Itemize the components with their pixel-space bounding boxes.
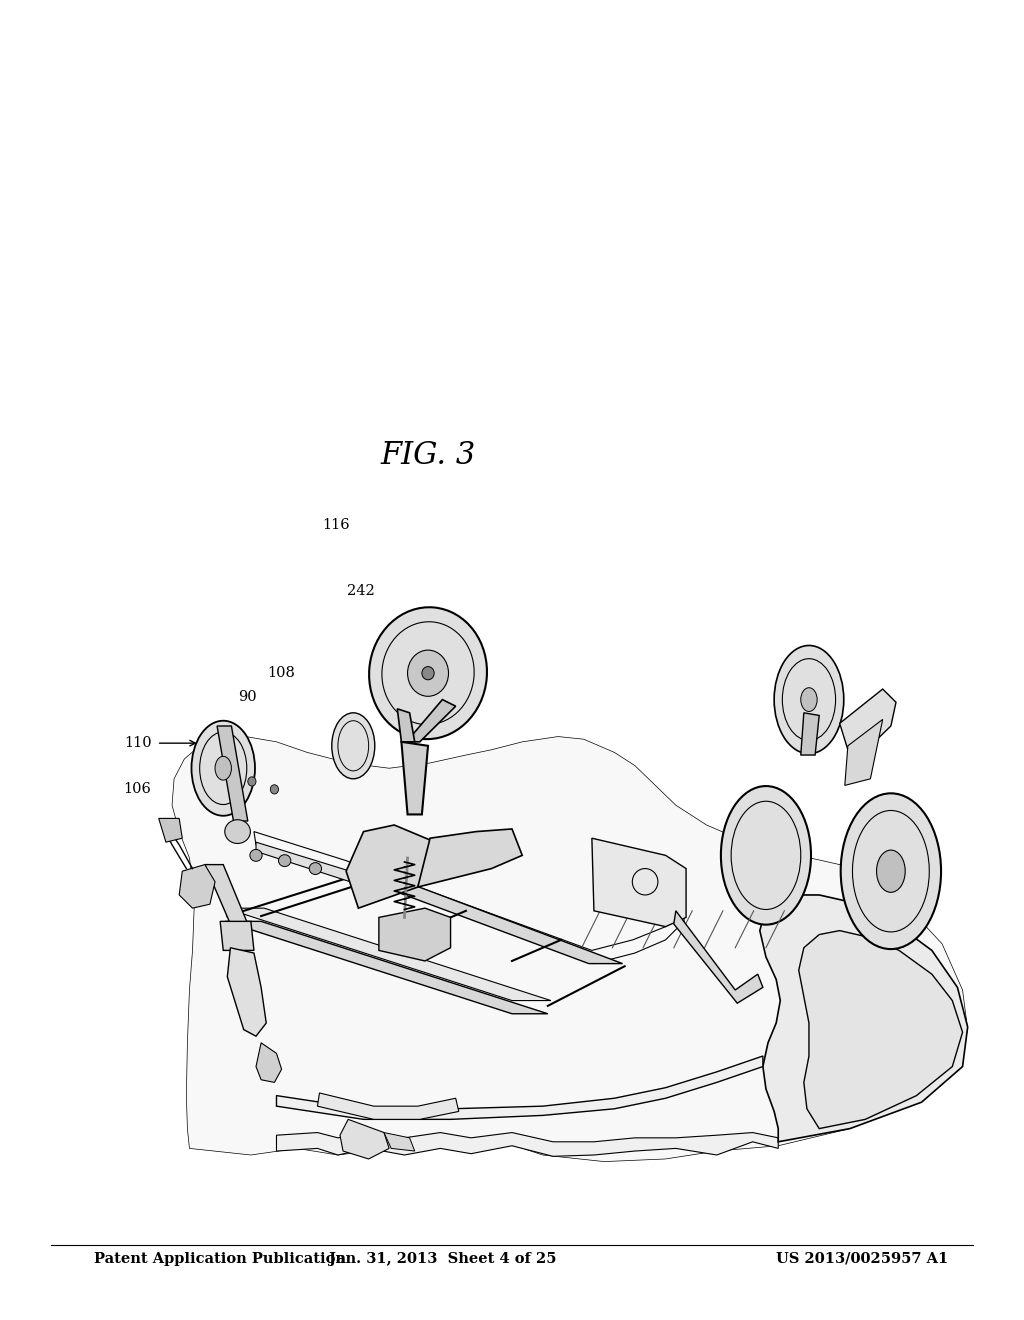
Polygon shape xyxy=(379,908,451,961)
Text: 242: 242 xyxy=(346,585,375,598)
Ellipse shape xyxy=(422,667,434,680)
Ellipse shape xyxy=(191,721,255,816)
Ellipse shape xyxy=(309,863,322,875)
Polygon shape xyxy=(256,1043,282,1082)
Polygon shape xyxy=(276,1056,763,1119)
Polygon shape xyxy=(384,1133,415,1151)
Polygon shape xyxy=(256,842,350,882)
Ellipse shape xyxy=(877,850,905,892)
Polygon shape xyxy=(407,700,456,742)
Polygon shape xyxy=(674,911,763,1003)
Polygon shape xyxy=(397,709,415,742)
Polygon shape xyxy=(220,921,254,950)
Polygon shape xyxy=(159,818,182,842)
Polygon shape xyxy=(760,895,968,1142)
Polygon shape xyxy=(179,865,215,908)
Polygon shape xyxy=(276,1133,778,1156)
Ellipse shape xyxy=(801,688,817,711)
Polygon shape xyxy=(227,948,266,1036)
Polygon shape xyxy=(348,874,623,964)
Polygon shape xyxy=(172,737,968,1162)
Polygon shape xyxy=(801,713,819,755)
Polygon shape xyxy=(217,726,248,821)
Ellipse shape xyxy=(841,793,941,949)
Ellipse shape xyxy=(721,785,811,925)
Polygon shape xyxy=(845,719,883,785)
Ellipse shape xyxy=(270,784,279,795)
Ellipse shape xyxy=(774,645,844,754)
Polygon shape xyxy=(401,742,428,814)
Ellipse shape xyxy=(369,607,487,739)
Polygon shape xyxy=(592,838,686,927)
Text: Patent Application Publication: Patent Application Publication xyxy=(94,1251,346,1266)
Ellipse shape xyxy=(225,820,251,843)
Polygon shape xyxy=(799,931,963,1129)
Text: 90: 90 xyxy=(239,690,257,704)
Ellipse shape xyxy=(215,756,231,780)
Text: 108: 108 xyxy=(267,667,296,680)
Polygon shape xyxy=(205,865,248,924)
Ellipse shape xyxy=(248,776,256,785)
Ellipse shape xyxy=(408,649,449,697)
Text: 110: 110 xyxy=(124,737,152,750)
Text: US 2013/0025957 A1: US 2013/0025957 A1 xyxy=(776,1251,948,1266)
Text: Jan. 31, 2013  Sheet 4 of 25: Jan. 31, 2013 Sheet 4 of 25 xyxy=(329,1251,556,1266)
Text: FIG. 3: FIG. 3 xyxy=(380,440,476,471)
Ellipse shape xyxy=(332,713,375,779)
Ellipse shape xyxy=(250,850,262,862)
Polygon shape xyxy=(840,689,896,750)
Polygon shape xyxy=(346,825,435,908)
Ellipse shape xyxy=(279,855,291,867)
Polygon shape xyxy=(418,829,522,887)
Polygon shape xyxy=(225,921,548,1014)
Polygon shape xyxy=(254,832,684,964)
Polygon shape xyxy=(340,1119,389,1159)
Polygon shape xyxy=(317,1093,459,1119)
Polygon shape xyxy=(225,908,551,1001)
Text: 116: 116 xyxy=(323,519,349,532)
Text: 106: 106 xyxy=(124,783,152,796)
